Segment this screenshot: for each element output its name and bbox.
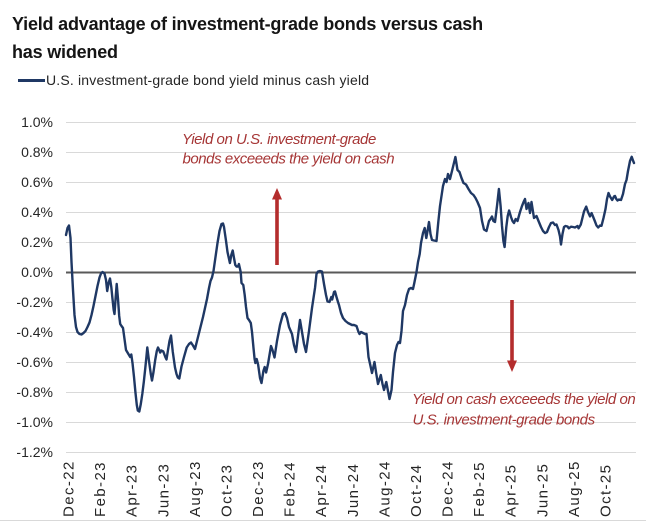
svg-text:Aug-25: Aug-25 bbox=[566, 460, 583, 517]
svg-text:0.2%: 0.2% bbox=[21, 234, 53, 250]
svg-text:-0.4%: -0.4% bbox=[16, 324, 53, 340]
svg-text:0.8%: 0.8% bbox=[21, 144, 53, 160]
svg-text:Oct-24: Oct-24 bbox=[408, 464, 425, 517]
svg-text:U.S. investment-grade bonds: U.S. investment-grade bonds bbox=[413, 412, 596, 429]
svg-text:-0.8%: -0.8% bbox=[16, 384, 53, 400]
svg-text:Yield on cash exceeeds the yi: Yield on cash exceeeds the yield on bbox=[412, 391, 635, 408]
svg-text:Dec-22: Dec-22 bbox=[61, 460, 78, 517]
svg-text:Apr-25: Apr-25 bbox=[503, 464, 520, 517]
svg-text:Apr-23: Apr-23 bbox=[124, 464, 141, 517]
svg-text:0.4%: 0.4% bbox=[21, 204, 53, 220]
svg-text:0.6%: 0.6% bbox=[21, 174, 53, 190]
svg-text:Jun-23: Jun-23 bbox=[155, 463, 172, 517]
svg-text:Dec-24: Dec-24 bbox=[440, 460, 457, 517]
svg-text:-1.2%: -1.2% bbox=[16, 444, 53, 460]
svg-text:-0.2%: -0.2% bbox=[16, 294, 53, 310]
svg-text:Aug-23: Aug-23 bbox=[187, 460, 204, 517]
svg-text:1.0%: 1.0% bbox=[21, 114, 53, 130]
svg-text:Feb-24: Feb-24 bbox=[282, 461, 299, 517]
svg-text:-1.0%: -1.0% bbox=[16, 414, 53, 430]
svg-text:Dec-23: Dec-23 bbox=[250, 460, 267, 517]
svg-text:Feb-23: Feb-23 bbox=[92, 461, 109, 517]
svg-text:Apr-24: Apr-24 bbox=[313, 464, 330, 517]
svg-text:0.0%: 0.0% bbox=[21, 264, 53, 280]
svg-text:Jun-25: Jun-25 bbox=[534, 463, 551, 517]
svg-text:Feb-25: Feb-25 bbox=[471, 461, 488, 517]
svg-text:-0.6%: -0.6% bbox=[16, 354, 53, 370]
svg-text:Aug-24: Aug-24 bbox=[376, 460, 393, 517]
svg-text:Oct-25: Oct-25 bbox=[598, 464, 615, 517]
svg-text:Yield on U.S. investment-grade: Yield on U.S. investment-grade bbox=[182, 131, 376, 148]
svg-text:bonds exceeeds the yield on ca: bonds exceeeds the yield on cash bbox=[183, 151, 395, 168]
svg-text:Oct-23: Oct-23 bbox=[218, 464, 235, 517]
svg-text:Jun-24: Jun-24 bbox=[345, 463, 362, 517]
